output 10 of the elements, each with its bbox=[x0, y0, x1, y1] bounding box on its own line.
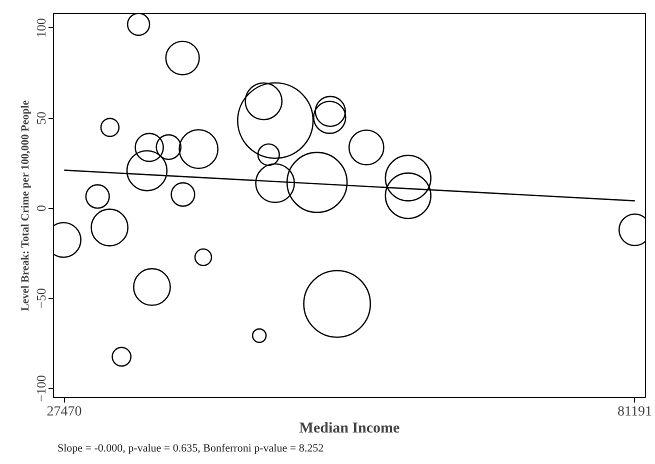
y-axis-title: Level Break: Total Crime per 100,000 People bbox=[20, 100, 32, 312]
y-tick-label: −100 bbox=[34, 375, 48, 402]
x-tick-label: 81191 bbox=[618, 404, 652, 420]
y-tick-label: 50 bbox=[34, 112, 48, 125]
x-tick-label: 27470 bbox=[46, 404, 82, 420]
y-tick-label: 100 bbox=[34, 18, 48, 38]
y-tick-label: 0 bbox=[34, 204, 48, 212]
x-axis-title: Median Income bbox=[299, 420, 400, 436]
text: Slope = -0.000, p-value = 0.635, Bonferroni p-value = 8.252 bbox=[58, 442, 324, 454]
y-tick-label: −50 bbox=[34, 288, 48, 309]
